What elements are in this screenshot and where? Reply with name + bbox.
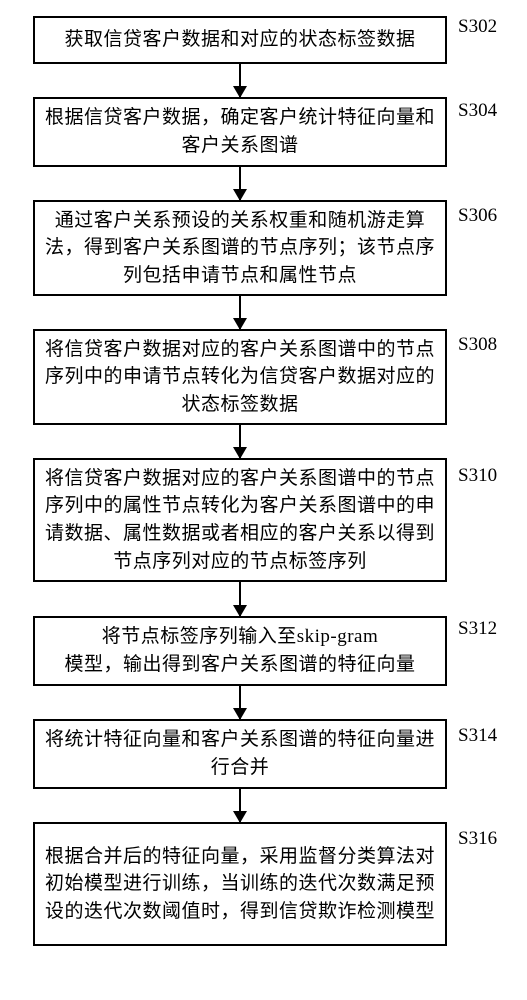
arrow <box>239 686 241 719</box>
arrow <box>239 425 241 458</box>
step-text: 将信贷客户数据对应的客户关系图谱中的节点序列中的属性节点转化为客户关系图谱中的申… <box>45 465 435 575</box>
step-box-s312: 将节点标签序列输入至skip-gram 模型，输出得到客户关系图谱的特征向量 <box>33 616 447 686</box>
arrow <box>239 789 241 822</box>
step-box-s316: 根据合并后的特征向量，采用监督分类算法对初始模型进行训练，当训练的迭代次数满足预… <box>33 822 447 946</box>
step-label-s308: S308 <box>458 334 497 356</box>
step-text: 将节点标签序列输入至skip-gram 模型，输出得到客户关系图谱的特征向量 <box>64 623 415 678</box>
step-box-s306: 通过客户关系预设的关系权重和随机游走算法，得到客户关系图谱的节点序列；该节点序列… <box>33 200 447 296</box>
step-box-s308: 将信贷客户数据对应的客户关系图谱中的节点序列中的申请节点转化为信贷客户数据对应的… <box>33 329 447 425</box>
step-label-s314: S314 <box>458 725 497 747</box>
step-label-s316: S316 <box>458 828 497 850</box>
step-text: 获取信贷客户数据和对应的状态标签数据 <box>64 26 415 54</box>
step-label-s312: S312 <box>458 618 497 640</box>
step-box-s302: 获取信贷客户数据和对应的状态标签数据 <box>33 16 447 64</box>
step-box-s304: 根据信贷客户数据，确定客户统计特征向量和客户关系图谱 <box>33 97 447 167</box>
step-box-s314: 将统计特征向量和客户关系图谱的特征向量进行合并 <box>33 719 447 789</box>
flowchart-container: 获取信贷客户数据和对应的状态标签数据 S302 根据信贷客户数据，确定客户统计特… <box>0 0 527 1000</box>
step-text: 通过客户关系预设的关系权重和随机游走算法，得到客户关系图谱的节点序列；该节点序列… <box>45 207 435 290</box>
arrow <box>239 167 241 200</box>
step-text: 将信贷客户数据对应的客户关系图谱中的节点序列中的申请节点转化为信贷客户数据对应的… <box>45 336 435 419</box>
step-box-s310: 将信贷客户数据对应的客户关系图谱中的节点序列中的属性节点转化为客户关系图谱中的申… <box>33 458 447 582</box>
step-label-s304: S304 <box>458 100 497 122</box>
step-label-s302: S302 <box>458 16 497 38</box>
step-text: 根据信贷客户数据，确定客户统计特征向量和客户关系图谱 <box>45 104 435 159</box>
arrow <box>239 64 241 97</box>
step-text: 将统计特征向量和客户关系图谱的特征向量进行合并 <box>45 726 435 781</box>
arrow <box>239 296 241 329</box>
step-text: 根据合并后的特征向量，采用监督分类算法对初始模型进行训练，当训练的迭代次数满足预… <box>45 843 435 926</box>
step-label-s310: S310 <box>458 465 497 487</box>
step-label-s306: S306 <box>458 205 497 227</box>
arrow <box>239 582 241 616</box>
